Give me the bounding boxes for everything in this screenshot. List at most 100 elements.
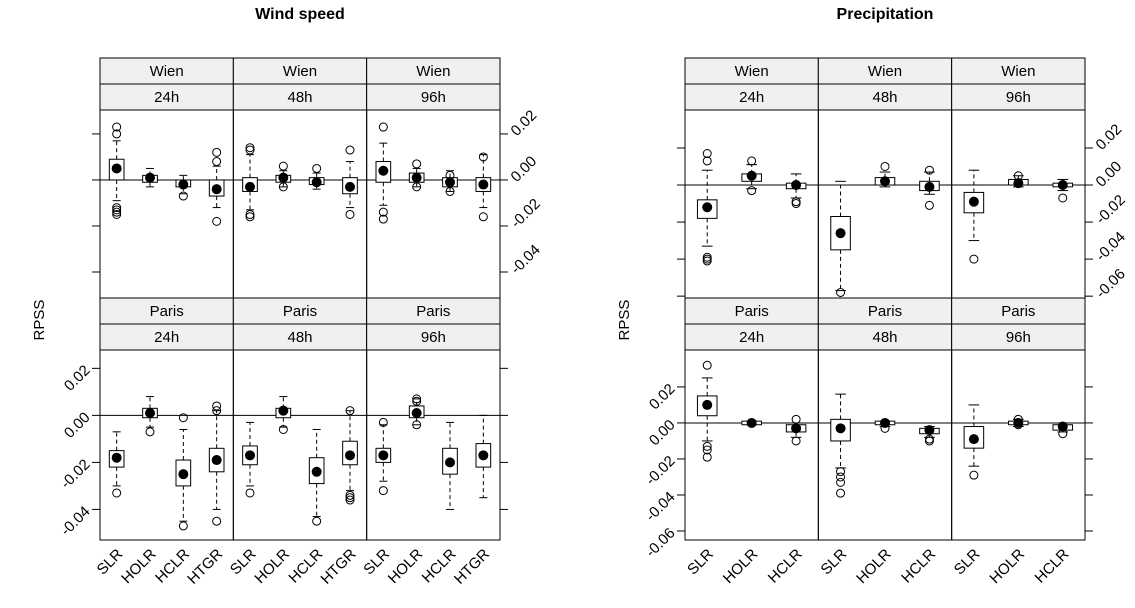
- strip: [951, 57, 1086, 85]
- y-tick-label: 0.00: [1093, 158, 1126, 191]
- outlier: [702, 360, 712, 370]
- median: [1013, 417, 1024, 428]
- outlier: [345, 209, 355, 219]
- strip-label: Wien: [1001, 63, 1035, 80]
- outlier: [836, 472, 846, 482]
- panel: [366, 349, 501, 541]
- median: [702, 399, 713, 410]
- x-tick-label: HCLR: [152, 545, 193, 586]
- strip: [366, 297, 501, 325]
- outlier: [212, 401, 222, 411]
- y-tick-label: 0.00: [61, 409, 94, 442]
- outlier: [112, 129, 122, 139]
- strip-label: Wien: [283, 63, 317, 80]
- median: [968, 434, 979, 445]
- outlier: [245, 145, 255, 155]
- outlier: [702, 156, 712, 166]
- outlier: [212, 406, 222, 416]
- median: [746, 170, 757, 181]
- outlier: [378, 486, 388, 496]
- x-tick-label: HCLR: [1032, 545, 1073, 586]
- outlier: [278, 182, 288, 192]
- strip: [951, 83, 1086, 111]
- outlier: [412, 394, 422, 404]
- outlier: [791, 414, 801, 424]
- median: [835, 228, 846, 239]
- outlier: [145, 427, 155, 437]
- outlier: [702, 254, 712, 264]
- chart-title: Wind speed: [255, 6, 345, 23]
- outlier: [836, 287, 846, 297]
- strip-label: Paris: [868, 303, 902, 320]
- outlier: [702, 252, 712, 262]
- panel: [99, 349, 234, 541]
- outlier: [112, 122, 122, 132]
- outlier: [112, 488, 122, 498]
- y-tick-label: 0.00: [508, 153, 541, 186]
- median: [245, 450, 255, 461]
- strip-label: 48h: [287, 329, 312, 346]
- x-tick-label: SLR: [684, 546, 717, 579]
- y-tick-label: 0.02: [61, 362, 94, 395]
- x-tick-label: HOLR: [385, 546, 427, 588]
- outlier: [345, 145, 355, 155]
- strip-label: 24h: [154, 89, 179, 106]
- median: [924, 181, 935, 192]
- median: [311, 177, 322, 188]
- outlier: [412, 420, 422, 430]
- x-tick-label: SLR: [818, 546, 851, 579]
- strip: [99, 57, 234, 85]
- median: [211, 455, 222, 466]
- median: [345, 450, 355, 461]
- strip-label: 48h: [287, 89, 312, 106]
- strip: [232, 83, 368, 111]
- outlier: [702, 445, 712, 455]
- x-tick-label: HOLR: [853, 546, 895, 588]
- y-axis-label: RPSS: [31, 300, 48, 341]
- strip-label: 24h: [739, 89, 764, 106]
- strip-label: 48h: [872, 89, 897, 106]
- outlier: [924, 200, 934, 210]
- median: [746, 417, 757, 428]
- outlier: [212, 216, 222, 226]
- strip-label: Paris: [283, 303, 317, 320]
- y-tick-label: -0.06: [1093, 266, 1129, 302]
- y-tick-label: -0.04: [57, 503, 93, 539]
- x-tick-label: HTGR: [451, 545, 493, 587]
- median: [311, 466, 322, 477]
- median: [145, 408, 155, 419]
- outlier: [378, 417, 388, 427]
- outlier: [378, 214, 388, 224]
- x-tick-label: HOLR: [118, 546, 160, 588]
- outlier: [278, 424, 288, 434]
- strip-label: 96h: [421, 329, 446, 346]
- median: [791, 180, 802, 191]
- outlier: [836, 467, 846, 477]
- median: [445, 457, 455, 468]
- outlier: [702, 441, 712, 451]
- outlier: [478, 212, 488, 222]
- outlier: [345, 495, 355, 505]
- outlier: [378, 122, 388, 132]
- strip-label: Wien: [416, 63, 450, 80]
- outlier: [245, 143, 255, 153]
- x-tick-label: HCLR: [419, 545, 460, 586]
- y-tick-label: -0.04: [508, 241, 544, 277]
- median: [211, 184, 222, 195]
- outlier: [702, 452, 712, 462]
- y-tick-label: -0.02: [508, 195, 544, 231]
- median: [445, 177, 455, 188]
- outlier: [791, 436, 801, 446]
- y-tick-label: 0.02: [508, 107, 541, 140]
- median: [178, 469, 189, 480]
- outlier: [412, 182, 422, 192]
- y-tick-label: -0.02: [642, 453, 678, 489]
- x-tick-label: HTGR: [318, 545, 360, 587]
- median: [411, 172, 422, 183]
- outlier: [478, 152, 488, 162]
- x-tick-label: HCLR: [285, 545, 326, 586]
- strip: [232, 57, 368, 85]
- outlier: [378, 207, 388, 217]
- median: [278, 405, 289, 416]
- strip-label: Paris: [416, 303, 450, 320]
